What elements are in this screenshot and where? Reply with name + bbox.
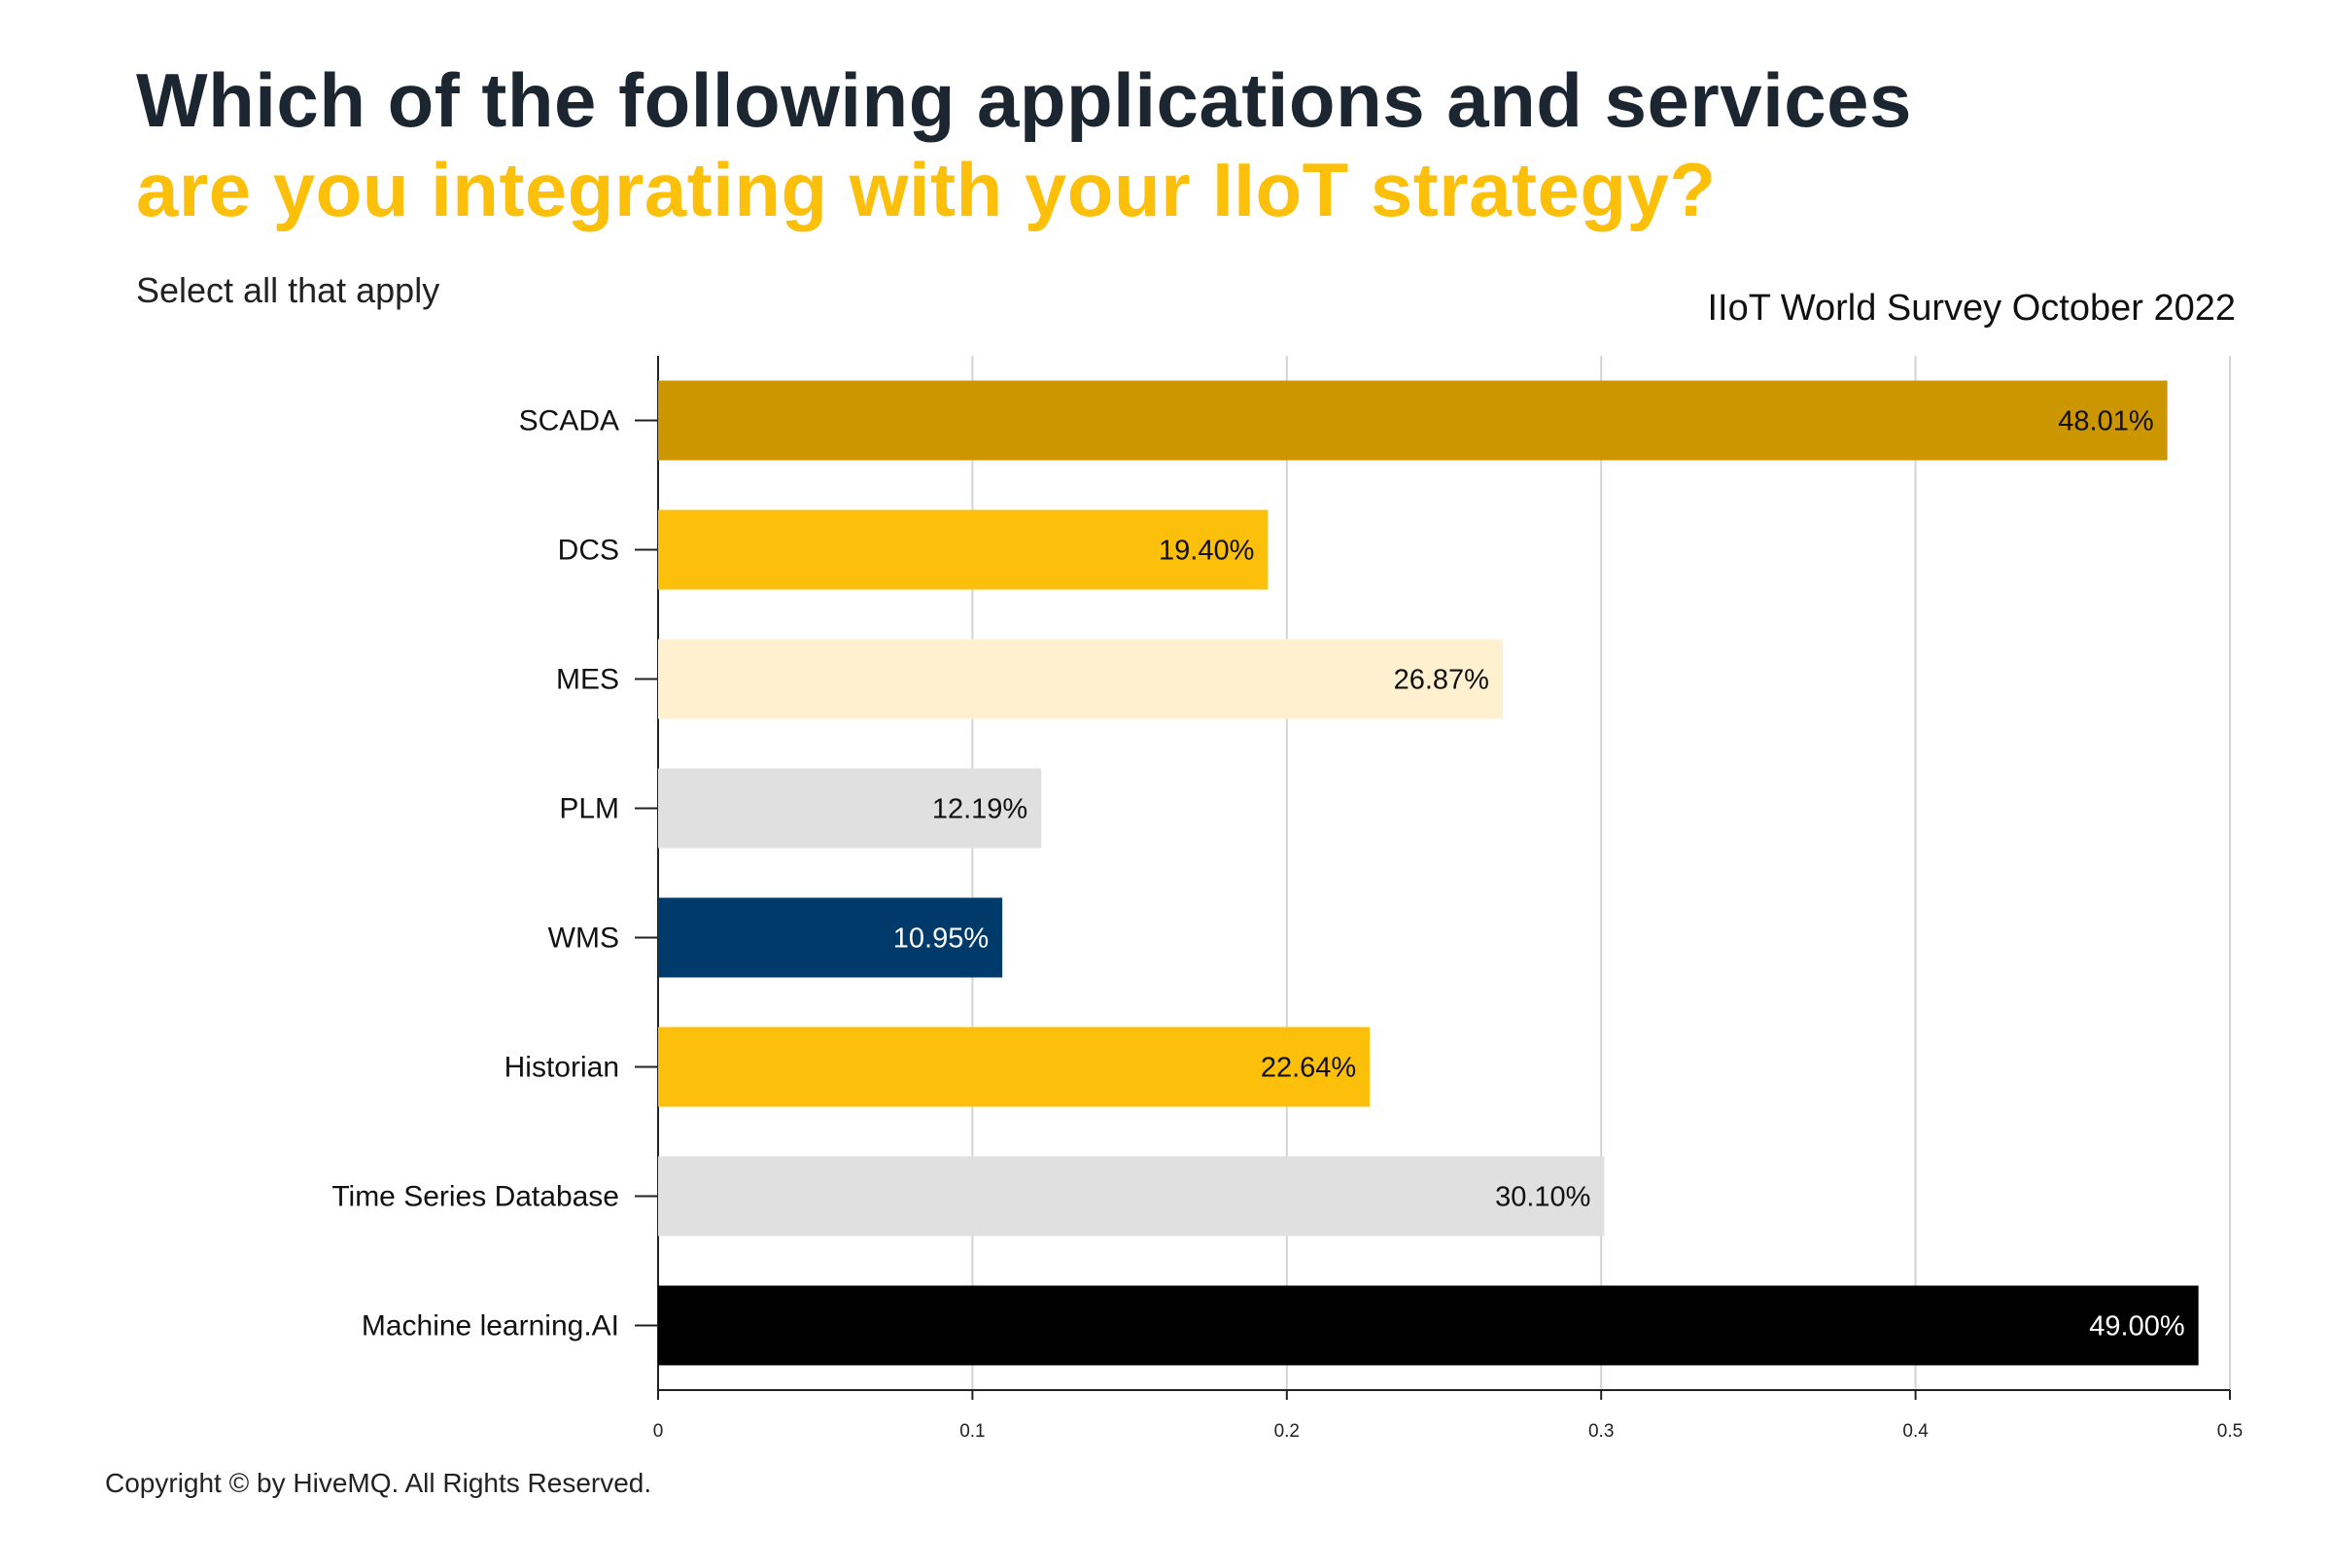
chart-title-line2: are you integrating with your IIoT strat… — [136, 147, 1717, 232]
value-label: 19.40% — [1159, 536, 1254, 567]
category-label: SCADA — [519, 405, 619, 437]
bar — [658, 509, 1269, 590]
category-label: WMS — [548, 923, 619, 955]
bar — [658, 1285, 2199, 1366]
value-label: 26.87% — [1394, 665, 1489, 696]
value-label: 12.19% — [932, 794, 1027, 825]
category-label: DCS — [558, 535, 619, 567]
category-label: Machine learning.AI — [362, 1310, 619, 1342]
category-label: PLM — [559, 793, 619, 825]
value-label: 22.64% — [1261, 1053, 1356, 1084]
bar — [658, 1027, 1371, 1107]
x-tick-label: 0.3 — [1588, 1421, 1614, 1442]
x-tick-label: 0.4 — [1902, 1421, 1929, 1442]
category-label: Time Series Database — [331, 1181, 619, 1213]
x-tick-label: 0.5 — [2217, 1421, 2243, 1442]
chart-source: IIoT World Survey October 2022 — [1707, 288, 2236, 329]
x-tick-label: 0.2 — [1274, 1421, 1300, 1442]
copyright-notice: Copyright © by HiveMQ. All Rights Reserv… — [105, 1468, 652, 1498]
bar — [658, 897, 1003, 978]
bar — [658, 639, 1503, 719]
chart-subtitle: Select all that apply — [136, 270, 440, 310]
chart-title-line1: Which of the following applications and … — [136, 57, 1912, 143]
bar — [658, 380, 2168, 461]
value-label: 10.95% — [893, 923, 989, 955]
value-label: 48.01% — [2058, 406, 2153, 437]
x-tick-label: 0 — [653, 1421, 664, 1442]
category-label: Historian — [504, 1052, 619, 1084]
x-tick-label: 0.1 — [959, 1421, 985, 1442]
bar — [658, 768, 1042, 849]
bar — [658, 1156, 1605, 1237]
value-label: 49.00% — [2089, 1311, 2184, 1342]
value-label: 30.10% — [1495, 1182, 1590, 1213]
category-label: MES — [556, 664, 619, 696]
